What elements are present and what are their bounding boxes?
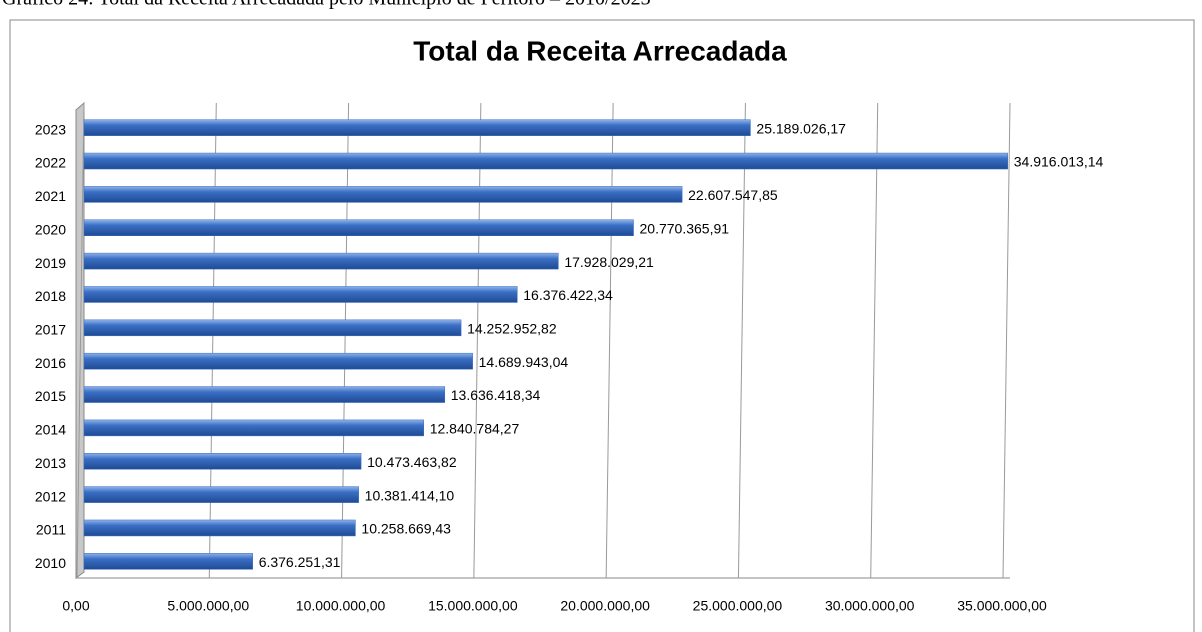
y-tick-label: 2011 bbox=[36, 522, 66, 538]
bar bbox=[83, 352, 473, 370]
x-tick-label: 30.000.000,00 bbox=[825, 598, 915, 614]
bar bbox=[83, 152, 1009, 170]
data-label: 10.473.463,82 bbox=[367, 454, 457, 470]
y-tick-label: 2014 bbox=[35, 422, 66, 438]
data-label: 12.840.784,27 bbox=[430, 421, 520, 437]
data-label: 20.770.365,91 bbox=[640, 220, 730, 236]
x-tick-label: 25.000.000,00 bbox=[693, 598, 783, 614]
y-tick-label: 2013 bbox=[35, 455, 66, 471]
grid-line bbox=[473, 102, 482, 579]
data-label: 17.928.029,21 bbox=[564, 254, 654, 270]
bar bbox=[83, 219, 634, 236]
y-tick-label: 2018 bbox=[35, 288, 66, 304]
grid-line bbox=[605, 102, 614, 579]
bar bbox=[83, 453, 362, 470]
y-tick-label: 2021 bbox=[35, 188, 66, 204]
bar bbox=[83, 319, 462, 337]
data-label: 10.258.669,43 bbox=[361, 521, 451, 537]
caption: Gráfico 24: Total da Receita Arrecadada … bbox=[2, 0, 651, 10]
data-label: 13.636.418,34 bbox=[451, 387, 541, 403]
data-label: 14.252.952,82 bbox=[467, 321, 557, 337]
bar bbox=[83, 519, 356, 537]
data-label: 22.607.547,85 bbox=[688, 187, 778, 203]
data-label: 6.376.251,31 bbox=[259, 554, 341, 570]
bar bbox=[83, 486, 359, 503]
y-tick-label: 2022 bbox=[35, 155, 66, 171]
y-tick-label: 2016 bbox=[35, 355, 66, 371]
bar bbox=[83, 419, 424, 437]
x-tick-label: 20.000.000,00 bbox=[560, 598, 650, 614]
x-tick-label: 35.000.000,00 bbox=[957, 598, 1047, 614]
x-tick-label: 0,00 bbox=[62, 598, 89, 614]
bar bbox=[83, 553, 253, 570]
bar bbox=[83, 119, 751, 136]
x-tick-label: 5.000.000,00 bbox=[167, 598, 249, 614]
y-tick-label: 2017 bbox=[35, 322, 66, 338]
data-label: 16.376.422,34 bbox=[523, 287, 613, 303]
chart-title: Total da Receita Arrecadada bbox=[413, 35, 787, 66]
y-tick-label: 2023 bbox=[35, 121, 66, 137]
x-tick-label: 15.000.000,00 bbox=[428, 598, 518, 614]
y-tick-label: 2010 bbox=[35, 555, 66, 571]
y-tick-label: 2019 bbox=[35, 255, 66, 271]
data-label: 10.381.414,10 bbox=[365, 487, 455, 503]
y-tick-label: 2020 bbox=[35, 221, 66, 237]
data-label: 14.689.943,04 bbox=[479, 354, 569, 370]
bar bbox=[83, 252, 559, 270]
data-label: 25.189.026,17 bbox=[756, 120, 846, 136]
y-tick-label: 2015 bbox=[35, 388, 66, 404]
grid-line bbox=[76, 102, 85, 579]
grid-line bbox=[870, 102, 879, 579]
bar bbox=[83, 386, 446, 403]
bar bbox=[83, 186, 683, 203]
bar bbox=[83, 286, 518, 303]
grid-line bbox=[737, 102, 746, 579]
x-tick-label: 10.000.000,00 bbox=[296, 598, 386, 614]
grid-line bbox=[1002, 102, 1011, 579]
y-tick-label: 2012 bbox=[35, 488, 66, 504]
data-label: 34.916.013,14 bbox=[1014, 154, 1104, 170]
